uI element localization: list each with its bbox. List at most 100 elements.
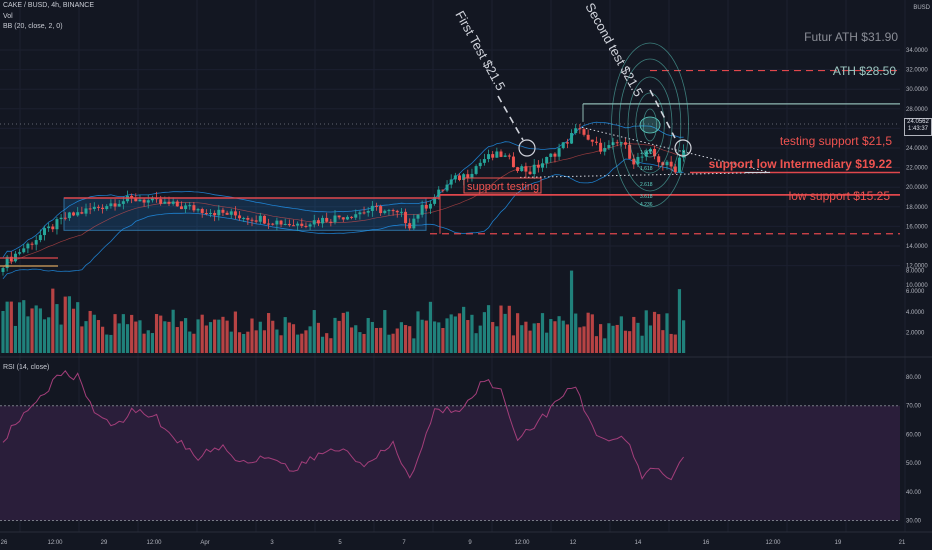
volume-bar [1, 310, 5, 353]
candle-body [561, 142, 565, 149]
rsi-tick-label: 50.00 [906, 461, 922, 467]
candle-body [329, 221, 333, 223]
volume-bar [590, 314, 594, 353]
volume-bar [457, 313, 462, 353]
fib-circle [627, 76, 673, 174]
candle-body [229, 211, 233, 215]
candle [341, 217, 345, 223]
candle-body [5, 256, 9, 269]
volume-bar [88, 310, 92, 353]
candle-body [51, 226, 55, 230]
volume-bar [640, 335, 644, 353]
candle-body [200, 209, 204, 213]
candle [105, 204, 109, 211]
rsi-tick-label: 40.00 [906, 490, 922, 496]
time-tick-label: 7 [402, 540, 406, 546]
candle-body [341, 217, 345, 220]
candle [271, 222, 275, 226]
volume-bar [26, 316, 30, 353]
volume-bar [545, 332, 549, 353]
candle [283, 218, 287, 226]
volume-bar [449, 314, 453, 353]
volume-bar [154, 314, 159, 353]
candle [657, 153, 661, 168]
candle [92, 202, 96, 212]
candle [192, 201, 196, 213]
volume-bar [113, 314, 117, 353]
volume-bar [391, 333, 395, 353]
volume-bar [329, 338, 333, 353]
first-test-circle [518, 139, 536, 157]
candle [408, 218, 412, 231]
candle-body [233, 211, 237, 216]
volume-bar [462, 306, 466, 353]
price-tick-label: 10.0000 [906, 283, 928, 289]
volume-bar [445, 318, 449, 353]
volume-bar [76, 302, 80, 353]
candle-body [599, 142, 603, 152]
candle [238, 211, 242, 221]
volume-bar [258, 321, 262, 353]
candle [179, 201, 183, 210]
volume-bar [262, 330, 267, 353]
volume-bar [171, 309, 175, 353]
price-tick-label: 12.0000 [906, 264, 928, 270]
volume-bar [333, 317, 337, 353]
support-testing-label: support testing [467, 181, 539, 193]
candle [574, 123, 578, 135]
candle-body [582, 129, 586, 135]
candle [424, 201, 428, 212]
volume-bar [51, 288, 55, 353]
fib-circle [618, 58, 682, 192]
candle [607, 140, 611, 150]
candle [246, 215, 250, 225]
volume-bar [657, 314, 661, 353]
last-price-tag: 24.0562 1:43:37 [904, 118, 932, 136]
volume-bar [184, 318, 188, 353]
volume-bar [665, 313, 669, 353]
volume-bar [354, 325, 358, 353]
volume-bar [200, 314, 204, 353]
candle [333, 210, 337, 225]
price-tick-label: 22.0000 [906, 166, 928, 172]
candle-body [179, 206, 183, 210]
candle-body [511, 156, 515, 168]
volume-bar [254, 330, 258, 353]
candle-body [300, 223, 304, 226]
candle-body [246, 218, 250, 220]
candle-body [80, 212, 84, 214]
time-tick-label: 12:00 [765, 540, 781, 546]
volume-bar [67, 296, 71, 353]
candle-body [250, 219, 254, 221]
volume-bar [565, 324, 569, 353]
candle-body [271, 223, 275, 225]
volume-bar [271, 320, 275, 353]
candle-body [636, 156, 640, 165]
time-tick-label: 9 [468, 540, 472, 546]
candle [673, 163, 677, 174]
candle [242, 216, 246, 222]
volume-bar [47, 317, 51, 353]
volume-bar [325, 333, 329, 353]
fib-circle [611, 42, 689, 208]
candlesticks [1, 123, 686, 276]
candle-body [453, 175, 457, 180]
volume-bar [370, 321, 374, 353]
volume-bar [208, 322, 213, 353]
price-tick-label: 18.0000 [906, 205, 928, 211]
candle-body [283, 223, 287, 225]
candle [204, 209, 208, 216]
candle-body [532, 164, 536, 175]
candle [653, 145, 657, 160]
volume-bar [557, 316, 561, 353]
rsi-tick-label: 30.00 [906, 519, 922, 525]
volume-bar [428, 301, 433, 353]
candle-body [499, 151, 503, 157]
candle [453, 172, 457, 183]
volume-bar [628, 331, 632, 353]
volume-bar [677, 289, 682, 353]
candle-body [209, 212, 212, 214]
candle [640, 152, 644, 163]
candle [80, 206, 84, 215]
